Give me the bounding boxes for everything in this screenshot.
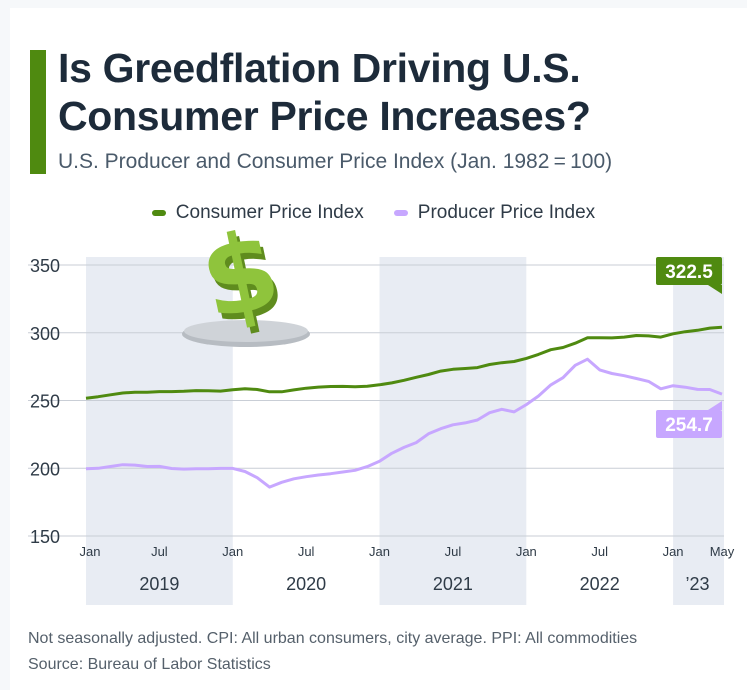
x-axis-ticks: Jan Jul Jan Jul Jan Jul Jan Jul Jan May [80, 544, 735, 559]
year-label: 2019 [139, 574, 179, 594]
callout-value: 322.5 [665, 262, 713, 283]
legend-label-cpi: Consumer Price Index [175, 202, 364, 223]
x-tick-label: Jul [298, 544, 315, 559]
footer-note: Not seasonally adjusted. CPI: All urban … [28, 630, 638, 647]
y-tick-label: 300 [30, 324, 60, 344]
page-title: Is Greedflation Driving U.S. Consumer Pr… [58, 45, 591, 139]
series-line-0 [85, 325, 723, 400]
x-tick-label: Jan [222, 544, 243, 559]
x-tick-label: May [710, 544, 735, 559]
y-tick-label: 350 [30, 256, 60, 276]
x-tick-label: Jan [663, 544, 684, 559]
x-tick-label: Jul [591, 544, 608, 559]
title-accent-bar [30, 50, 46, 174]
legend-swatch-ppi [393, 210, 408, 216]
series-lines [85, 325, 723, 489]
year-bands [86, 257, 724, 605]
y-axis-ticks: 150 200 250 300 350 [30, 256, 60, 547]
year-label: 2020 [286, 574, 326, 594]
x-tick-label: Jul [151, 544, 168, 559]
legend-swatch-cpi [151, 210, 166, 216]
legend-label-ppi: Producer Price Index [417, 202, 596, 223]
year-band-0 [86, 257, 233, 605]
year-label: ’23 [686, 574, 710, 594]
year-labels: 2019 2020 2021 2022 ’23 [139, 574, 709, 594]
y-tick-label: 150 [30, 527, 60, 547]
year-label: 2021 [433, 574, 473, 594]
value-callouts: 322.5 254.7 [656, 257, 722, 438]
x-tick-label: Jan [80, 544, 101, 559]
y-tick-label: 250 [30, 392, 60, 412]
callout-pointer [708, 285, 722, 294]
callout-value: 254.7 [665, 415, 713, 436]
footer-source: Source: Bureau of Labor Statistics [28, 656, 271, 673]
value-callout-1: 254.7 [656, 401, 722, 438]
x-tick-label: Jan [369, 544, 390, 559]
legend-item-ppi[interactable]: Producer Price Index [393, 202, 596, 224]
y-gridlines [28, 264, 724, 537]
callout-box [656, 257, 722, 285]
legend-item-cpi[interactable]: Consumer Price Index [151, 202, 364, 224]
year-band-2 [379, 257, 527, 605]
chart-subtitle: U.S. Producer and Consumer Price Index (… [58, 150, 613, 173]
y-tick-label: 200 [30, 459, 60, 479]
callout-pointer [708, 401, 722, 410]
chart-legend: Consumer Price Index Producer Price Inde… [0, 202, 747, 224]
x-tick-label: Jul [445, 544, 462, 559]
series-line-1 [85, 357, 723, 489]
value-callout-0: 322.5 [656, 257, 722, 294]
year-label: 2022 [580, 574, 620, 594]
callout-box [656, 410, 722, 438]
x-tick-label: Jan [516, 544, 537, 559]
